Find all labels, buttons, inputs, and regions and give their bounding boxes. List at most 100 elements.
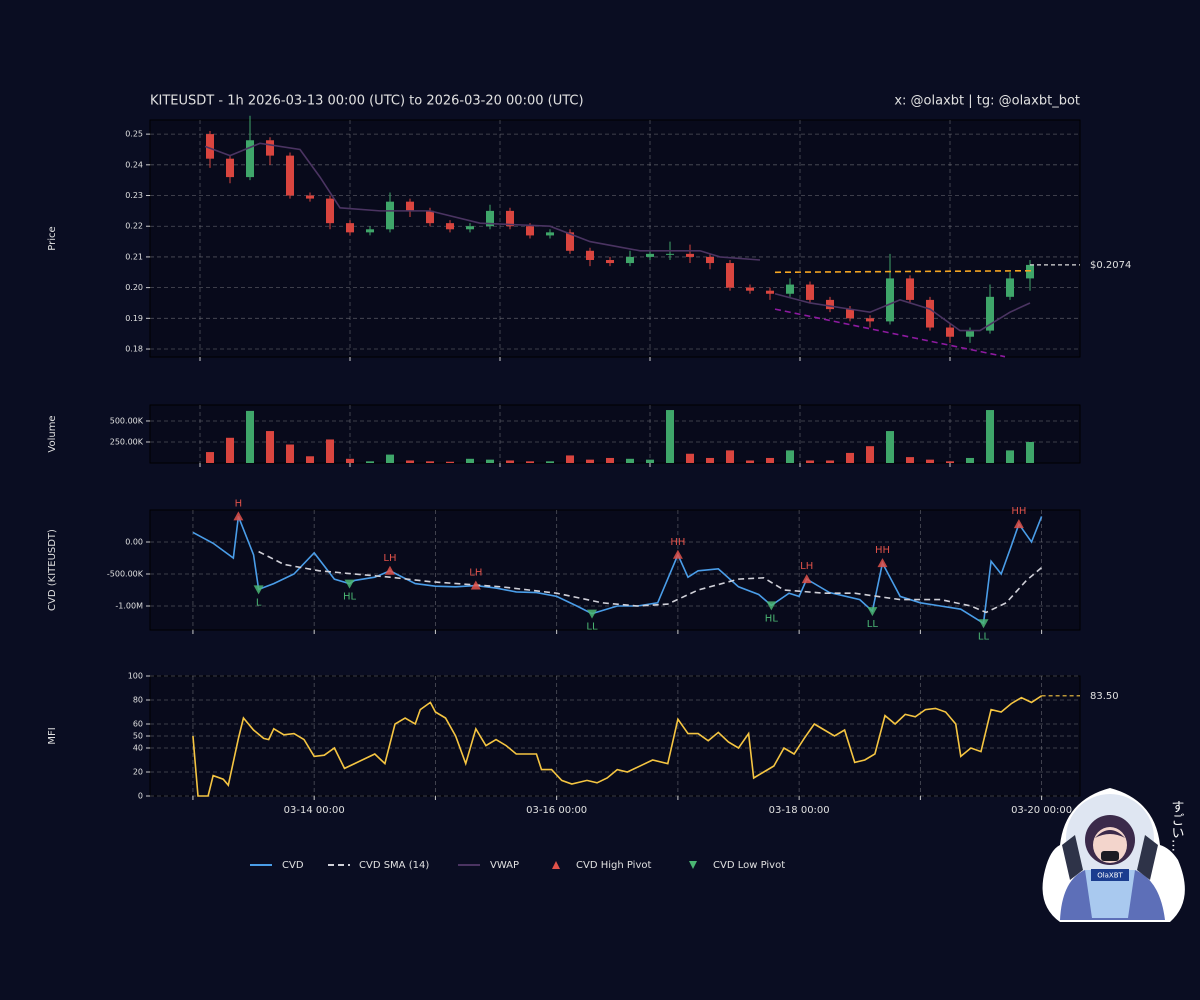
candle-body	[226, 158, 234, 178]
y-tick-label: 0.24	[125, 160, 143, 169]
sticker-caption: すごい…	[1169, 800, 1184, 852]
x-tick-label: 03-14 00:00	[284, 805, 345, 816]
candle-body	[326, 198, 334, 224]
y-tick-label: 0.21	[125, 252, 143, 261]
volume-bar	[686, 453, 694, 463]
credit: x: @olaxbt | tg: @olaxbt_bot	[894, 94, 1080, 109]
pivot-marker	[384, 565, 395, 575]
pivot-label: LL	[586, 622, 598, 633]
volume-bar	[206, 452, 214, 463]
pivot-label: LH	[800, 561, 813, 572]
chart-title: KITEUSDT - 1h 2026-03-13 00:00 (UTC) to …	[150, 94, 584, 109]
candle-body	[506, 210, 514, 227]
candle-body	[646, 253, 654, 257]
y-tick-label: 0.22	[125, 222, 143, 231]
volume-bar	[446, 461, 454, 463]
candle-body	[826, 299, 834, 310]
pivot-marker	[867, 607, 878, 617]
y-tick-label: 0	[138, 792, 143, 801]
volume-bar	[426, 461, 434, 463]
candle-body	[666, 253, 674, 255]
panel	[149, 404, 1081, 464]
volume-bar	[406, 460, 414, 463]
volume-bar	[646, 459, 654, 463]
volume-bar	[766, 457, 774, 463]
y-tick-label: 0.18	[125, 345, 143, 354]
candle-body	[606, 259, 614, 264]
candle-body	[306, 195, 314, 199]
candle-body	[766, 290, 774, 294]
candle-body	[386, 201, 394, 230]
volume-bar	[1006, 450, 1014, 463]
series-line	[192, 516, 1043, 625]
pivot-label: L	[256, 597, 262, 608]
legend-swatch	[552, 861, 560, 869]
candle-body	[966, 330, 974, 337]
y-tick-label: 60	[133, 720, 143, 729]
pivot-label: HL	[765, 613, 779, 624]
volume-bar	[966, 457, 974, 463]
y-axis-title: CVD (KITEUSDT)	[47, 529, 58, 611]
volume-bar	[706, 457, 714, 463]
badge-text: OlaXBT	[1097, 872, 1123, 880]
y-tick-label: 0.00	[125, 538, 143, 547]
volume-bar	[346, 458, 354, 463]
legend-label: CVD	[282, 860, 304, 871]
y-axis-title: MFI	[47, 727, 58, 744]
candle-body	[206, 134, 214, 159]
y-tick-label: 0.23	[125, 191, 143, 200]
volume-bar	[626, 458, 634, 463]
volume-bar	[806, 460, 814, 463]
pivot-marker	[1013, 519, 1024, 529]
candle-body	[946, 327, 954, 337]
legend-label: CVD High Pivot	[576, 860, 651, 871]
arm	[1062, 835, 1083, 880]
x-tick-label: 03-20 00:00	[1011, 805, 1072, 816]
mask	[1101, 851, 1119, 861]
y-tick-label: 50	[133, 732, 143, 741]
volume-bar	[666, 410, 674, 463]
candle-body	[726, 263, 734, 288]
candle-body	[626, 256, 634, 264]
candle-body	[886, 278, 894, 322]
pivot-label: LL	[978, 631, 990, 642]
volume-bar	[826, 460, 834, 463]
last-value-label: $0.2074	[1090, 260, 1131, 271]
volume-bar	[546, 461, 554, 463]
volume-bar	[1026, 441, 1034, 463]
candle-body	[806, 284, 814, 300]
volume-bar	[246, 410, 254, 463]
volume-bar	[906, 457, 914, 463]
shirt	[1085, 870, 1135, 918]
y-tick-label: 250.00K	[110, 437, 144, 446]
volume-bar	[746, 460, 754, 463]
volume-bar	[226, 437, 234, 463]
series-line	[258, 550, 1043, 614]
y-tick-label: 500.00K	[110, 416, 144, 425]
candle-body	[526, 226, 534, 236]
legend-label: VWAP	[490, 860, 519, 871]
volume-bar	[866, 446, 874, 463]
y-tick-label: -1.00M	[115, 602, 143, 611]
candle-body	[466, 226, 474, 230]
volume-bar	[526, 461, 534, 463]
panel	[149, 509, 1081, 631]
candle-body	[906, 278, 914, 300]
legend-label: CVD SMA (14)	[359, 860, 429, 871]
candle-body	[926, 299, 934, 328]
bangs	[1095, 830, 1125, 838]
candle-body	[706, 256, 714, 264]
y-tick-label: 0.19	[125, 314, 143, 323]
candle-body	[486, 210, 494, 227]
candle-body	[406, 201, 414, 211]
volume-bar	[786, 450, 794, 463]
candle-body	[346, 223, 354, 233]
volume-bar	[386, 454, 394, 463]
volume-bar	[606, 457, 614, 463]
y-tick-label: 0.20	[125, 283, 143, 292]
pivot-marker	[253, 585, 264, 595]
pivot-marker	[344, 579, 355, 589]
volume-bar	[926, 459, 934, 463]
pivot-marker	[672, 549, 683, 559]
y-tick-label: 40	[133, 744, 143, 753]
